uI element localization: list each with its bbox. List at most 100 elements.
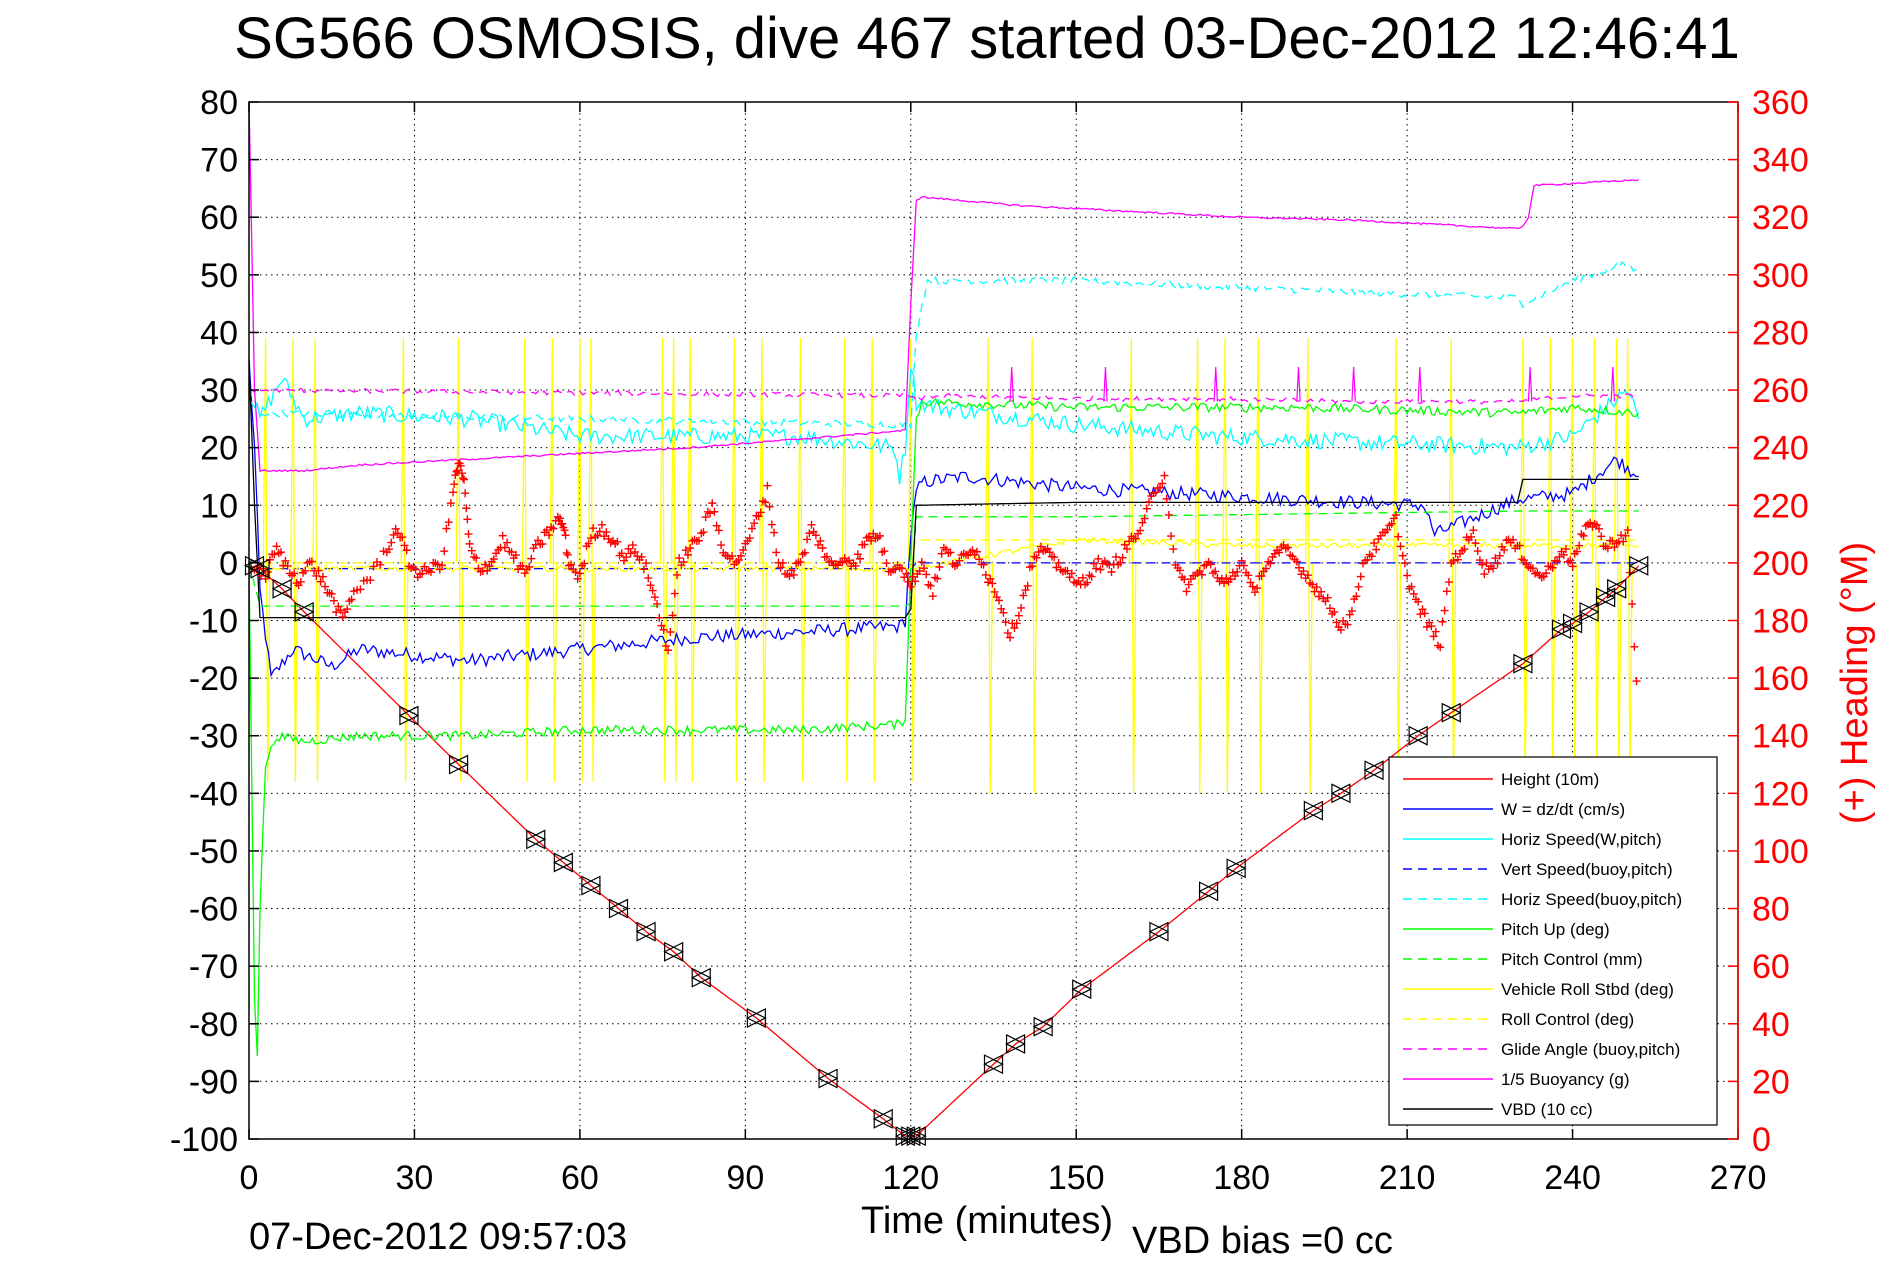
heading-point xyxy=(1493,559,1502,568)
roll-spike xyxy=(687,338,696,782)
heading-point xyxy=(600,532,609,541)
heading-point xyxy=(686,544,695,553)
heading-point xyxy=(767,520,776,529)
heading-point xyxy=(1416,610,1425,619)
heading-point xyxy=(435,565,444,574)
left-tick-label: -90 xyxy=(189,1063,238,1101)
heading-point xyxy=(653,599,662,608)
heading-point xyxy=(444,518,453,527)
heading-point xyxy=(1032,553,1041,562)
legend-label: Vert Speed(buoy,pitch) xyxy=(1501,860,1673,879)
heading-point xyxy=(1089,559,1098,568)
heading-point xyxy=(584,539,593,548)
roll-spike xyxy=(659,338,668,782)
heading-point xyxy=(571,568,580,577)
heading-point xyxy=(1156,483,1165,492)
roll-spike xyxy=(985,338,994,794)
heading-point xyxy=(369,562,378,571)
heading-point xyxy=(1292,557,1301,566)
heading-point xyxy=(1248,582,1257,591)
heading-point xyxy=(1145,497,1154,506)
heading-point xyxy=(1317,587,1326,596)
heading-point xyxy=(327,589,336,598)
heading-point xyxy=(1118,553,1127,562)
heading-point xyxy=(761,498,770,507)
heading-point xyxy=(485,562,494,571)
heading-point xyxy=(679,558,688,567)
height-marker xyxy=(1005,1033,1026,1054)
heading-point xyxy=(756,508,765,517)
legend-label: Horiz Speed(W,pitch) xyxy=(1501,830,1662,849)
left-tick-label: -40 xyxy=(189,775,238,813)
heading-point xyxy=(1495,551,1504,560)
heading-point xyxy=(875,531,884,540)
heading-point xyxy=(1409,589,1418,598)
series-horiz-speed-w-pitch xyxy=(249,368,1640,485)
heading-point xyxy=(736,551,745,560)
heading-point xyxy=(1515,541,1524,550)
height-marker xyxy=(580,875,602,896)
heading-point xyxy=(1107,567,1116,576)
left-tick-label: 0 xyxy=(219,545,238,583)
right-tick-label: 80 xyxy=(1752,891,1790,929)
roll-spike xyxy=(521,338,530,782)
heading-point xyxy=(1125,537,1134,546)
heading-point xyxy=(507,548,516,557)
heading-point xyxy=(655,613,664,622)
right-tick-label: 120 xyxy=(1752,775,1809,813)
x-axis-label: Time (minutes) xyxy=(861,1200,1113,1242)
heading-point xyxy=(1120,540,1129,549)
heading-point xyxy=(926,581,935,590)
heading-point xyxy=(972,547,981,556)
heading-point xyxy=(561,531,570,540)
series-pitch-up-deg xyxy=(249,397,1640,1057)
heading-point xyxy=(573,574,582,583)
right-tick-label: 200 xyxy=(1752,545,1809,583)
heading-point xyxy=(460,475,469,484)
heading-point xyxy=(549,524,558,533)
heading-point xyxy=(845,556,854,565)
heading-point xyxy=(400,541,409,550)
heading-point xyxy=(1623,526,1632,535)
roll-spike xyxy=(1393,338,1402,794)
heading-point xyxy=(1206,560,1215,569)
heading-point xyxy=(1167,532,1176,541)
heading-point xyxy=(450,480,459,489)
heading-point xyxy=(827,557,836,566)
heading-point xyxy=(433,560,442,569)
heading-point xyxy=(853,550,862,559)
heading-point xyxy=(778,559,787,568)
heading-point xyxy=(1261,564,1270,573)
heading-point xyxy=(316,577,325,586)
heading-point xyxy=(338,612,347,621)
heading-point xyxy=(1182,587,1191,596)
left-tick-label: 80 xyxy=(200,84,238,122)
heading-point xyxy=(708,499,717,508)
legend-label: Roll Control (deg) xyxy=(1501,1010,1634,1029)
heading-point xyxy=(467,546,476,555)
heading-point xyxy=(281,556,290,565)
heading-point xyxy=(1019,591,1028,600)
heading-point xyxy=(442,524,451,533)
series-1-5-buoyancy-g xyxy=(249,102,1639,473)
height-marker xyxy=(1512,653,1534,674)
height-marker xyxy=(746,1008,767,1028)
legend-box xyxy=(1388,756,1718,1126)
heading-point xyxy=(935,562,944,571)
heading-point xyxy=(276,548,285,557)
heading-point xyxy=(770,528,779,537)
heading-points xyxy=(250,459,1641,686)
heading-point xyxy=(628,541,637,550)
heading-point xyxy=(1363,555,1372,564)
heading-point xyxy=(637,552,646,561)
height-marker xyxy=(1606,578,1628,599)
heading-point xyxy=(1275,548,1284,557)
heading-point xyxy=(796,557,805,566)
heading-point xyxy=(1257,571,1266,580)
heading-point xyxy=(321,582,330,591)
heading-point xyxy=(1303,571,1312,580)
heading-point xyxy=(1054,558,1063,567)
height-marker xyxy=(635,921,657,942)
heading-point xyxy=(986,574,995,583)
heading-point xyxy=(1332,618,1341,627)
